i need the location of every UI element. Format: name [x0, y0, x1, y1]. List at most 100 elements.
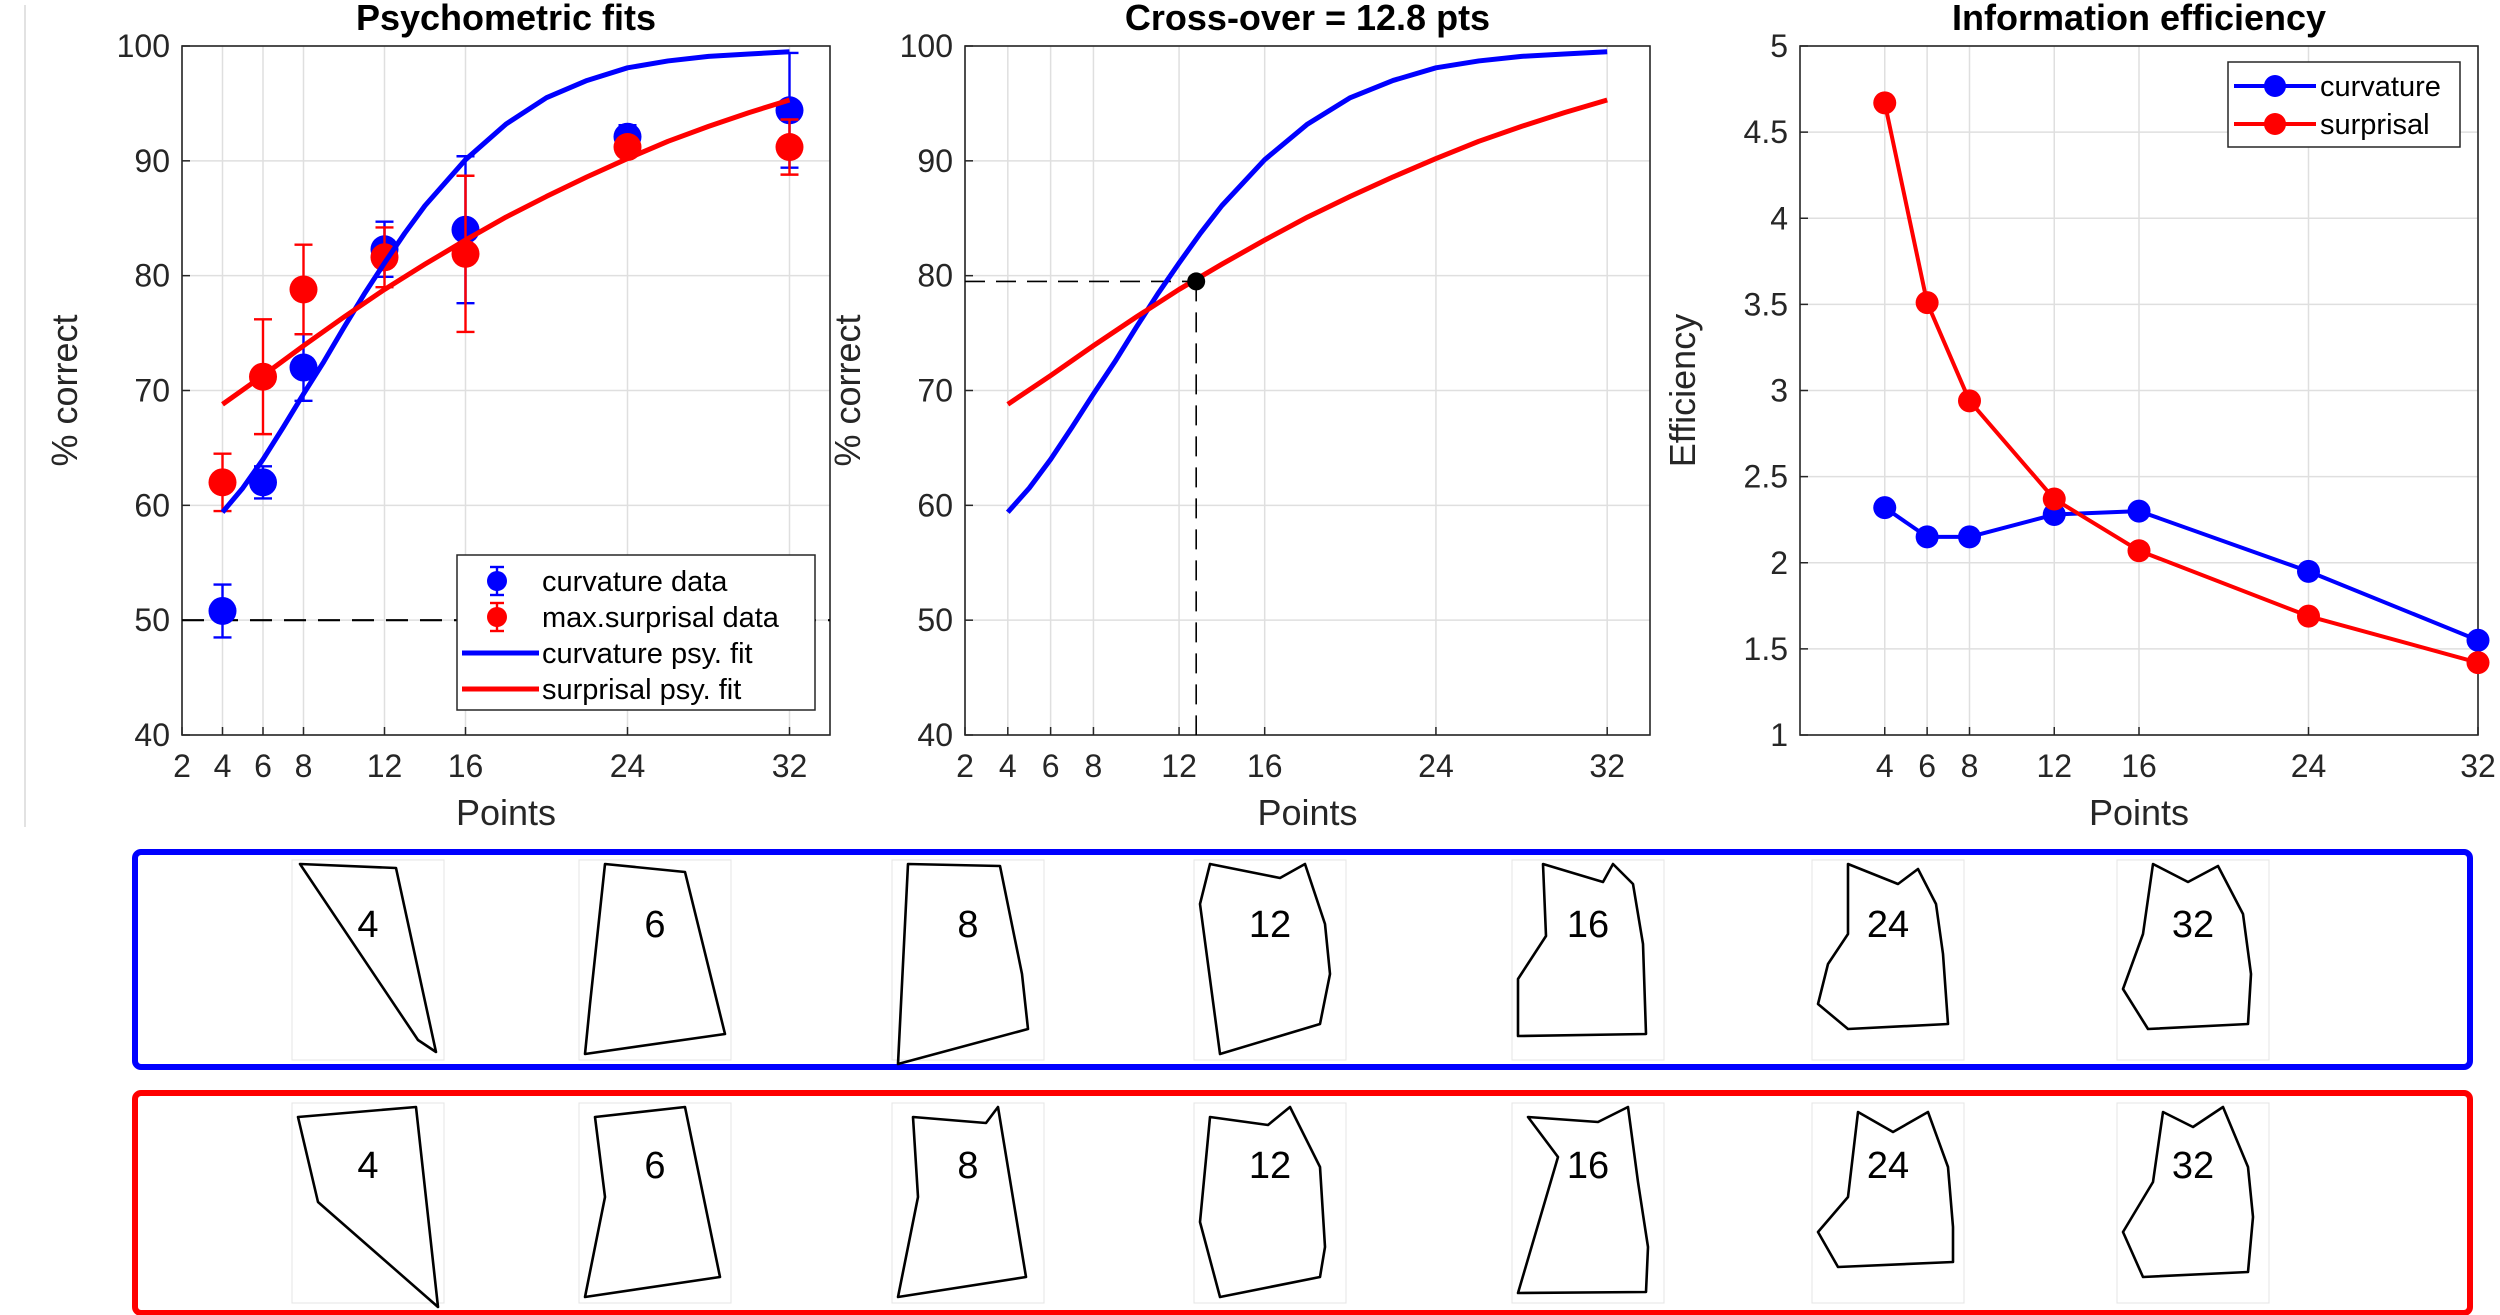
shape-label: 16 — [1567, 904, 1609, 946]
x-tick-label: 12 — [1161, 748, 1197, 784]
shape-label: 4 — [357, 904, 378, 946]
shape-label: 8 — [957, 1145, 978, 1187]
legend-marker — [487, 571, 507, 591]
shape-frame — [891, 1102, 1045, 1304]
shape-label: 32 — [2172, 904, 2214, 946]
x-tick-label: 24 — [610, 748, 646, 784]
shape-frame — [578, 859, 732, 1061]
shape-outline — [583, 1105, 722, 1299]
legend-box — [456, 554, 816, 711]
shape-label: 6 — [644, 904, 665, 946]
series-point-surprisal — [2042, 487, 2066, 511]
y-tick-label: 2.5 — [1744, 459, 1788, 495]
y-axis-label: % correct — [44, 314, 85, 466]
x-tick-label: 6 — [254, 748, 272, 784]
y-tick-label: 1.5 — [1744, 631, 1788, 667]
shape-frame — [1193, 1102, 1347, 1304]
shape-outline — [1516, 862, 1648, 1038]
legend-marker — [487, 607, 507, 627]
series-point-surprisal — [1958, 389, 1981, 413]
y-tick-label: 40 — [134, 717, 170, 753]
x-axis-label: Points — [2089, 792, 2189, 833]
shape-frame — [1811, 859, 1965, 1061]
x-tick-label: 24 — [1418, 748, 1454, 784]
y-axis-label: % correct — [827, 314, 868, 466]
shape-frame — [1193, 859, 1347, 1061]
chart-title: Cross-over = 12.8 pts — [1125, 0, 1490, 38]
shape-label: 32 — [2172, 1145, 2214, 1187]
fit-curve-surprisal-psy-fit — [221, 97, 791, 407]
series-point-curvature — [1958, 525, 1981, 549]
y-tick-label: 5 — [1770, 28, 1788, 64]
x-tick-label: 16 — [1247, 748, 1283, 784]
x-tick-label: 32 — [2460, 748, 2496, 784]
shape-outline — [1198, 1105, 1327, 1299]
x-tick-label: 32 — [772, 748, 808, 784]
x-tick-label: 6 — [1918, 748, 1936, 784]
shape-frame — [2116, 1102, 2270, 1304]
shape-frame — [291, 1102, 445, 1304]
chart-1: 2 4 6 8 12 16 24 32405060708090100Psychometric … — [44, 0, 831, 833]
x-tick-label: 2 — [173, 748, 191, 784]
y-tick-label: 1 — [1770, 717, 1788, 753]
x-tick-label: 4 — [1876, 748, 1894, 784]
shape-row-curvature: 4 6 8 12 16 24 32 — [132, 849, 2473, 1070]
shape-label: 12 — [1249, 1145, 1291, 1187]
fit-curve-curvature-psy-fit — [220, 49, 790, 514]
data-point-max-surprisal-data — [208, 468, 237, 497]
chart-title: Psychometric fits — [356, 0, 656, 38]
series-point-curvature — [1915, 525, 1939, 549]
series-point-surprisal — [1915, 291, 1939, 315]
shape-frame — [291, 859, 445, 1061]
shape-label: 12 — [1249, 904, 1291, 946]
series-point-curvature — [1873, 496, 1897, 520]
y-tick-label: 100 — [117, 28, 170, 64]
y-tick-label: 3 — [1770, 373, 1788, 409]
y-tick-label: 4 — [1770, 200, 1788, 236]
shape-label: 16 — [1567, 1145, 1609, 1187]
shape-outline — [1516, 1105, 1650, 1295]
series-point-curvature — [2297, 559, 2320, 583]
shape-outline — [2121, 862, 2253, 1031]
data-point-curvature-data — [208, 596, 237, 625]
legend-label: max.surprisal data — [542, 602, 780, 634]
shape-frame — [1511, 1102, 1665, 1304]
x-tick-label: 32 — [1589, 748, 1625, 784]
y-tick-label: 80 — [134, 258, 170, 294]
series-point-surprisal — [2466, 651, 2490, 675]
y-tick-label: 70 — [134, 373, 170, 409]
y-tick-label: 90 — [134, 143, 170, 179]
shape-outline — [298, 862, 438, 1054]
shape-frame — [1511, 859, 1665, 1061]
shape-outline — [583, 862, 727, 1056]
legend-label: surprisal psy. fit — [542, 674, 741, 706]
shape-label: 24 — [1867, 904, 1909, 946]
shape-outline — [896, 1105, 1028, 1299]
data-point-max-surprisal-data — [775, 133, 804, 162]
data-point-curvature-data — [249, 468, 277, 497]
legend-box — [2227, 61, 2461, 148]
y-tick-label: 3.5 — [1744, 286, 1788, 322]
crossover-point — [1187, 272, 1206, 291]
legend-marker — [2264, 113, 2286, 135]
y-tick-label: 70 — [917, 373, 953, 409]
x-axis-label: Points — [456, 792, 556, 833]
x-tick-label: 6 — [1042, 748, 1060, 784]
shape-outline — [1816, 1110, 1955, 1269]
shape-label: 24 — [1867, 1145, 1909, 1187]
y-tick-label: 50 — [917, 602, 953, 638]
shape-row-surprisal: 4 6 8 12 16 24 32 — [132, 1090, 2473, 1315]
shape-frame — [891, 859, 1045, 1061]
x-tick-label: 12 — [2036, 748, 2072, 784]
shape-label: 4 — [357, 1145, 378, 1187]
y-tick-label: 40 — [917, 717, 953, 753]
series-point-surprisal — [1873, 91, 1897, 115]
series-point-surprisal — [2127, 539, 2151, 563]
x-tick-label: 4 — [214, 748, 232, 784]
legend-label: curvature psy. fit — [542, 638, 753, 670]
x-tick-label: 2 — [956, 748, 974, 784]
shape-label: 8 — [957, 904, 978, 946]
series-point-curvature — [2466, 628, 2490, 652]
y-tick-label: 2 — [1770, 545, 1788, 581]
